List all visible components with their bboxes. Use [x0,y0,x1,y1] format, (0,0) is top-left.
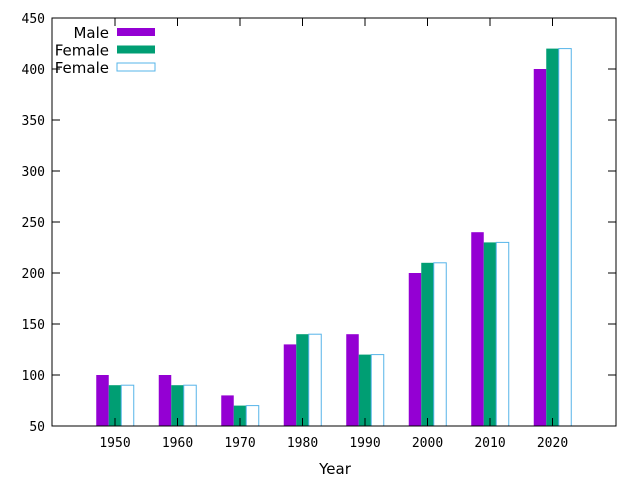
bar-1990-series-1 [358,354,372,426]
x-tick-label: 2020 [537,436,568,451]
y-tick-label: 50 [29,420,45,435]
y-tick-label: 450 [22,12,45,27]
bar-1980-series-0 [283,344,297,426]
x-tick-label: 1960 [162,436,193,451]
x-tick-label: 1990 [349,436,380,451]
y-tick-label: 300 [22,165,45,180]
bar-2010-series-0 [471,232,484,426]
legend-label-series-1: Female [55,42,109,60]
bar-1970-series-2 [245,405,260,427]
bar-1950-series-1 [108,385,122,426]
legend-swatch-series-2 [116,62,156,72]
legend-swatch-series-0 [117,28,155,36]
x-tick-label: 1970 [224,436,255,451]
y-tick-label: 250 [22,216,45,231]
bar-2020-series-2 [558,48,572,427]
bar-2010-series-1 [483,242,497,426]
legend-label-series-0: Male [73,24,109,42]
bar-1990-series-0 [346,334,359,426]
bar-1960-series-2 [183,384,197,427]
legend-label-series-2: Female [55,59,109,77]
x-tick-label: 1950 [99,436,130,451]
bar-1990-series-2 [370,354,385,427]
y-tick-label: 200 [22,267,45,282]
bar-2000-series-0 [408,273,422,426]
bar-2010-series-2 [495,241,510,427]
ticks-layer: 50 100 150 200 250 300 350 400 450 1950 1960 1970 19… [22,12,616,451]
legend-swatch-series-1 [117,45,155,54]
bar-2020-series-1 [546,48,559,426]
bars-layer [96,48,572,427]
y-tick-label: 100 [22,369,45,384]
y-tick-label: 350 [22,114,45,129]
plot-frame [51,17,617,427]
bar-1950-series-2 [120,384,135,427]
bar-1970-series-0 [221,395,234,426]
bar-1960-series-1 [171,385,184,426]
x-axis-title: Year [318,460,352,478]
bar-1980-series-1 [296,334,309,426]
bar-2000-series-2 [433,262,447,427]
bar-2000-series-1 [421,262,434,426]
x-tick-label: 2000 [412,436,443,451]
bar-1960-series-0 [158,375,172,426]
y-tick-label: 400 [22,63,45,78]
bar-1980-series-2 [308,333,322,427]
x-tick-label: 1980 [287,436,318,451]
x-tick-label: 2010 [474,436,505,451]
bar-2020-series-0 [533,69,547,426]
bar-1950-series-0 [96,375,109,426]
bar-1970-series-1 [233,405,247,426]
y-tick-label: 150 [22,318,45,333]
